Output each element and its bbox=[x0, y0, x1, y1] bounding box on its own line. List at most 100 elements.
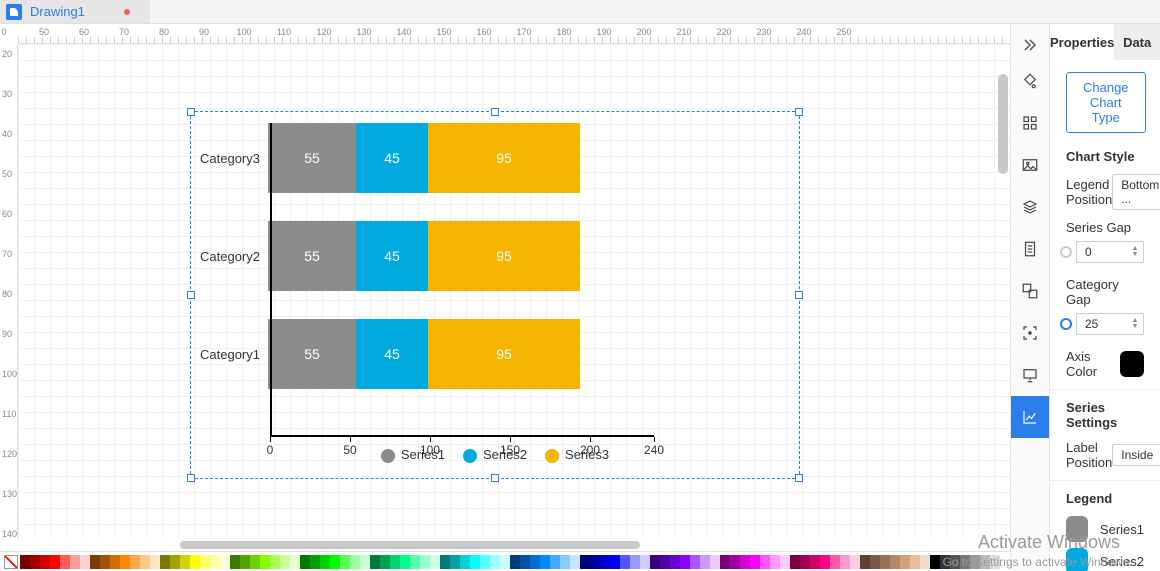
palette-swatch[interactable] bbox=[340, 555, 350, 569]
legend-item[interactable]: Series1 bbox=[1066, 516, 1144, 542]
palette-swatch[interactable] bbox=[580, 555, 590, 569]
palette-swatch[interactable] bbox=[140, 555, 150, 569]
canvas[interactable]: Category3554595Category2554595Category15… bbox=[18, 44, 1010, 539]
chart[interactable]: Category3554595Category2554595Category15… bbox=[200, 123, 790, 467]
palette-swatch[interactable] bbox=[480, 555, 490, 569]
document-tab[interactable]: Drawing1 bbox=[0, 0, 150, 23]
legend-item[interactable]: Series2 bbox=[1066, 548, 1144, 571]
palette-swatch[interactable] bbox=[750, 555, 760, 569]
palette-swatch[interactable] bbox=[590, 555, 600, 569]
tab-data[interactable]: Data bbox=[1114, 24, 1160, 60]
nav-image-icon[interactable] bbox=[1011, 144, 1049, 186]
palette-swatch[interactable] bbox=[880, 555, 890, 569]
palette-swatch[interactable] bbox=[530, 555, 540, 569]
palette-swatch[interactable] bbox=[410, 555, 420, 569]
palette-swatch[interactable] bbox=[220, 555, 230, 569]
palette-swatch[interactable] bbox=[510, 555, 520, 569]
palette-swatch[interactable] bbox=[240, 555, 250, 569]
palette-swatch[interactable] bbox=[370, 555, 380, 569]
bar-segment[interactable]: 95 bbox=[428, 123, 580, 193]
palette-swatch[interactable] bbox=[350, 555, 360, 569]
nav-layers-icon[interactable] bbox=[1011, 186, 1049, 228]
collapse-panel-button[interactable] bbox=[1011, 30, 1049, 60]
palette-swatch[interactable] bbox=[810, 555, 820, 569]
palette-swatch[interactable] bbox=[600, 555, 610, 569]
palette-swatch[interactable] bbox=[390, 555, 400, 569]
selection-handle[interactable] bbox=[187, 474, 195, 482]
palette-swatch[interactable] bbox=[130, 555, 140, 569]
selection-handle[interactable] bbox=[187, 108, 195, 116]
palette-swatch[interactable] bbox=[50, 555, 60, 569]
nav-focus-icon[interactable] bbox=[1011, 312, 1049, 354]
palette-swatch[interactable] bbox=[620, 555, 630, 569]
palette-swatch[interactable] bbox=[300, 555, 310, 569]
palette-swatch[interactable] bbox=[90, 555, 100, 569]
selection-handle[interactable] bbox=[491, 108, 499, 116]
nav-fill-icon[interactable] bbox=[1011, 60, 1049, 102]
palette-swatch[interactable] bbox=[420, 555, 430, 569]
palette-swatch[interactable] bbox=[930, 555, 940, 569]
palette-swatch[interactable] bbox=[60, 555, 70, 569]
palette-swatch[interactable] bbox=[70, 555, 80, 569]
palette-swatch[interactable] bbox=[860, 555, 870, 569]
selection-handle[interactable] bbox=[187, 291, 195, 299]
palette-swatch[interactable] bbox=[710, 555, 720, 569]
palette-swatch[interactable] bbox=[780, 555, 790, 569]
palette-swatch[interactable] bbox=[160, 555, 170, 569]
palette-swatch[interactable] bbox=[550, 555, 560, 569]
palette-swatch[interactable] bbox=[800, 555, 810, 569]
nav-page-icon[interactable] bbox=[1011, 228, 1049, 270]
palette-swatch[interactable] bbox=[670, 555, 680, 569]
palette-swatch[interactable] bbox=[890, 555, 900, 569]
palette-swatch[interactable] bbox=[230, 555, 240, 569]
tab-properties[interactable]: Properties bbox=[1050, 24, 1114, 60]
palette-swatch[interactable] bbox=[170, 555, 180, 569]
palette-swatch[interactable] bbox=[960, 555, 970, 569]
palette-swatch[interactable] bbox=[910, 555, 920, 569]
canvas-scrollbar-horizontal[interactable] bbox=[180, 541, 640, 549]
palette-swatch[interactable] bbox=[110, 555, 120, 569]
palette-swatch[interactable] bbox=[740, 555, 750, 569]
chart-legend-item[interactable]: Series2 bbox=[463, 447, 527, 463]
palette-swatch[interactable] bbox=[900, 555, 910, 569]
swatch-axis-color[interactable] bbox=[1120, 351, 1144, 377]
selection-handle[interactable] bbox=[795, 474, 803, 482]
bar-segment[interactable]: 45 bbox=[356, 221, 428, 291]
palette-swatch[interactable] bbox=[280, 555, 290, 569]
palette-swatch[interactable] bbox=[720, 555, 730, 569]
palette-swatch[interactable] bbox=[330, 555, 340, 569]
palette-swatch[interactable] bbox=[980, 555, 990, 569]
palette-swatch[interactable] bbox=[440, 555, 450, 569]
palette-swatch[interactable] bbox=[650, 555, 660, 569]
palette-swatch[interactable] bbox=[870, 555, 880, 569]
palette-swatch[interactable] bbox=[790, 555, 800, 569]
selection-handle[interactable] bbox=[795, 291, 803, 299]
palette-swatch[interactable] bbox=[320, 555, 330, 569]
dropdown-legend-position[interactable]: Bottom ... bbox=[1112, 174, 1160, 210]
palette-swatch[interactable] bbox=[700, 555, 710, 569]
input-series-gap[interactable]: 0 ▲▼ bbox=[1076, 241, 1144, 263]
palette-swatch[interactable] bbox=[40, 555, 50, 569]
palette-swatch[interactable] bbox=[630, 555, 640, 569]
palette-swatch[interactable] bbox=[920, 555, 930, 569]
dropdown-label-position[interactable]: Inside bbox=[1112, 444, 1160, 466]
palette-swatch[interactable] bbox=[260, 555, 270, 569]
palette-swatch[interactable] bbox=[760, 555, 770, 569]
palette-swatch[interactable] bbox=[380, 555, 390, 569]
nav-shapes-icon[interactable] bbox=[1011, 270, 1049, 312]
palette-swatch[interactable] bbox=[950, 555, 960, 569]
palette-swatch[interactable] bbox=[730, 555, 740, 569]
palette-swatch[interactable] bbox=[990, 555, 1000, 569]
chart-legend-item[interactable]: Series3 bbox=[545, 447, 609, 463]
nav-chart-icon[interactable] bbox=[1011, 396, 1049, 438]
nav-grid-icon[interactable] bbox=[1011, 102, 1049, 144]
palette-swatch[interactable] bbox=[100, 555, 110, 569]
bar-segment[interactable]: 45 bbox=[356, 123, 428, 193]
palette-swatch[interactable] bbox=[120, 555, 130, 569]
selection-handle[interactable] bbox=[491, 474, 499, 482]
palette-swatch[interactable] bbox=[660, 555, 670, 569]
palette-swatch[interactable] bbox=[360, 555, 370, 569]
bar-segment[interactable]: 55 bbox=[268, 319, 356, 389]
palette-swatch[interactable] bbox=[940, 555, 950, 569]
palette-swatch[interactable] bbox=[570, 555, 580, 569]
